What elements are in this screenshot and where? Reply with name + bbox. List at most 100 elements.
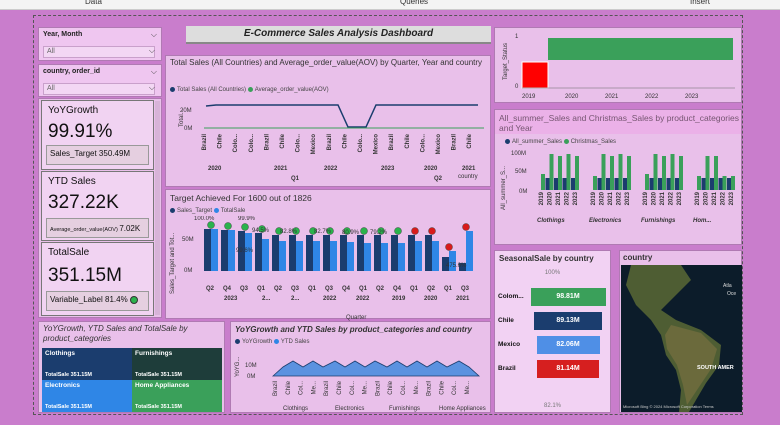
bar-summer[interactable] — [675, 178, 679, 190]
chevron-down-icon[interactable]: ⌵ — [150, 67, 157, 76]
target-dot[interactable] — [462, 223, 470, 231]
bar-sales-target[interactable] — [408, 235, 415, 271]
bar-christmas[interactable] — [593, 176, 597, 190]
bar-christmas[interactable] — [697, 176, 701, 190]
bar-christmas[interactable] — [662, 156, 666, 190]
bar-christmas[interactable] — [645, 174, 649, 190]
bar-total-sale[interactable] — [245, 233, 252, 271]
bar-christmas[interactable] — [549, 154, 554, 190]
bar-summer[interactable] — [554, 178, 558, 190]
target-dot[interactable] — [224, 222, 232, 230]
bar-christmas[interactable] — [610, 156, 614, 190]
bar-summer[interactable] — [649, 178, 654, 190]
target-dot[interactable] — [258, 225, 266, 233]
bar-sales-target[interactable] — [272, 235, 279, 271]
funnel-bar[interactable]: 89.13M — [534, 312, 602, 330]
bar-christmas[interactable] — [670, 154, 675, 190]
status-bar-2019[interactable] — [521, 61, 549, 89]
bar-christmas[interactable] — [705, 156, 710, 190]
target-dot[interactable] — [411, 227, 419, 235]
bar-total-sale[interactable] — [381, 243, 388, 271]
bar-total-sale[interactable] — [347, 242, 354, 271]
bar-christmas[interactable] — [601, 154, 606, 190]
bar-christmas[interactable] — [653, 154, 658, 190]
bar-christmas[interactable] — [541, 174, 545, 190]
bar-sales-target[interactable] — [323, 235, 330, 271]
funnel-row[interactable]: Chile 89.13M — [495, 311, 610, 331]
bar-total-sale[interactable] — [313, 241, 320, 271]
bar-christmas[interactable] — [566, 154, 571, 190]
target-dot[interactable] — [428, 227, 436, 235]
bar-summer[interactable] — [710, 178, 714, 190]
slicer-value[interactable]: All — [43, 83, 155, 95]
bar-summer[interactable] — [718, 178, 723, 190]
chevron-down-icon[interactable]: ⌵ — [150, 30, 157, 39]
bar-summer[interactable] — [606, 178, 610, 190]
bar-total-sale[interactable] — [466, 231, 473, 271]
bar-total-sale[interactable] — [364, 243, 371, 271]
status-bar-2020-2023[interactable] — [548, 38, 733, 60]
target-dot[interactable] — [309, 227, 317, 235]
target-dot[interactable] — [360, 227, 368, 235]
bar-total-sale[interactable] — [449, 251, 456, 271]
bar-christmas[interactable] — [618, 154, 623, 190]
bar-christmas[interactable] — [558, 156, 562, 190]
treemap-tile-furnishings[interactable]: Furnishings TotalSale 351.15M — [132, 348, 222, 380]
chevron-down-icon[interactable]: ⌵ — [148, 83, 155, 92]
bar-sales-target[interactable] — [289, 235, 296, 271]
chevron-down-icon[interactable]: ⌵ — [148, 46, 155, 55]
bar-sales-target[interactable] — [204, 229, 211, 271]
funnel-row[interactable]: Mexico 82.06M — [495, 335, 610, 355]
bar-sales-target[interactable] — [340, 235, 347, 271]
bar-christmas[interactable] — [731, 176, 735, 190]
target-dot[interactable] — [394, 227, 402, 235]
target-dot[interactable] — [377, 227, 385, 235]
target-dot[interactable] — [292, 227, 300, 235]
bar-summer[interactable] — [545, 178, 550, 190]
treemap-tile-electronics[interactable]: Electronics TotalSale 351.15M — [42, 380, 132, 412]
funnel-bar[interactable]: 98.81M — [530, 288, 606, 306]
bar-summer[interactable] — [701, 178, 706, 190]
bar-total-sale[interactable] — [279, 241, 286, 271]
slicer-year-month[interactable]: Year, Month ⌵ All ⌵ — [38, 27, 162, 61]
target-dot[interactable] — [275, 227, 283, 235]
bar-summer[interactable] — [623, 178, 627, 190]
bar-christmas[interactable] — [722, 176, 727, 190]
funnel-bar[interactable]: 82.06M — [536, 336, 600, 354]
scrollbar[interactable] — [155, 101, 160, 315]
bar-total-sale[interactable] — [228, 230, 235, 271]
bar-summer[interactable] — [562, 178, 567, 190]
bar-sales-target[interactable] — [459, 263, 466, 271]
bar-christmas[interactable] — [679, 156, 683, 190]
bar-total-sale[interactable] — [262, 239, 269, 271]
target-dot[interactable] — [343, 227, 351, 235]
target-dot[interactable] — [326, 227, 334, 235]
bar-summer[interactable] — [614, 178, 619, 190]
bar-sales-target[interactable] — [391, 235, 398, 271]
bar-total-sale[interactable] — [398, 243, 405, 271]
bar-total-sale[interactable] — [330, 241, 337, 271]
bar-sales-target[interactable] — [357, 235, 364, 271]
funnel-bar[interactable]: 81.14M — [537, 360, 599, 378]
target-dot[interactable] — [445, 243, 453, 251]
bar-total-sale[interactable] — [432, 241, 439, 271]
bar-christmas[interactable] — [575, 156, 579, 190]
bar-summer[interactable] — [658, 178, 662, 190]
ribbon-tab[interactable]: Data — [85, 0, 102, 6]
bar-summer[interactable] — [597, 178, 602, 190]
bar-sales-target[interactable] — [374, 235, 381, 271]
bar-sales-target[interactable] — [221, 230, 228, 271]
funnel-row[interactable]: Colom... 98.81M — [495, 287, 610, 307]
bar-total-sale[interactable] — [211, 229, 218, 271]
treemap-tile-clothings[interactable]: Clothings TotalSale 351.15M — [42, 348, 132, 380]
ribbon-tab[interactable]: Queries — [400, 0, 429, 6]
bar-sales-target[interactable] — [425, 235, 432, 271]
treemap-tile-home-appliances[interactable]: Home Appliances TotalSale 351.15M — [132, 380, 222, 412]
bar-total-sale[interactable] — [415, 241, 422, 271]
bar-summer[interactable] — [571, 178, 575, 190]
bar-sales-target[interactable] — [238, 231, 245, 271]
bar-summer[interactable] — [666, 178, 671, 190]
slicer-country-order[interactable]: country, order_id ⌵ All ⌵ — [38, 64, 162, 97]
target-dot[interactable] — [207, 221, 215, 229]
bar-sales-target[interactable] — [442, 257, 449, 271]
